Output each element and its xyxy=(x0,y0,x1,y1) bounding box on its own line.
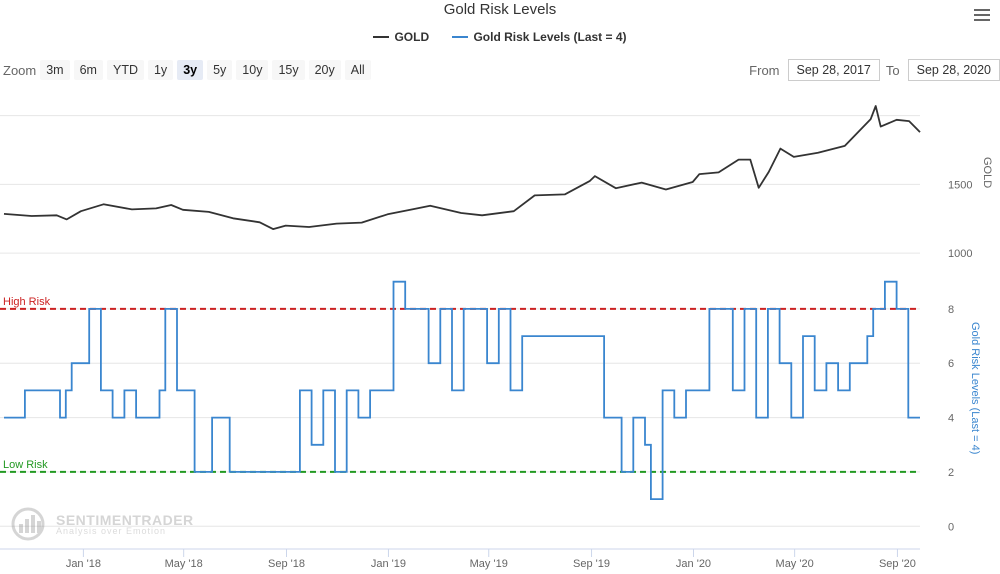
from-label: From xyxy=(749,62,780,78)
sentimentrader-logo-icon xyxy=(11,507,45,541)
zoom-button-5y[interactable]: 5y xyxy=(207,60,233,80)
to-date-input[interactable]: Sep 28, 2020 xyxy=(907,59,1000,81)
from-date-input[interactable]: Sep 28, 2017 xyxy=(787,59,880,81)
legend-swatch-gold xyxy=(373,36,390,38)
date-range: From Sep 28, 2017 To Sep 28, 2020 xyxy=(743,59,1000,81)
zoom-label: Zoom xyxy=(3,62,37,78)
zoom-controls: Zoom 3m 6m YTD 1y 3y 5y 10y 15y 20y All xyxy=(3,60,375,80)
x-tick-label: Jan '18 xyxy=(66,558,101,570)
risk-ytick-label: 6 xyxy=(948,358,954,370)
risk-ytick-label: 2 xyxy=(948,467,954,479)
x-tick-label: May '18 xyxy=(165,558,203,570)
x-tick-label: Sep '19 xyxy=(573,558,610,570)
low-risk-label: Low Risk xyxy=(3,459,48,471)
zoom-button-6m[interactable]: 6m xyxy=(73,60,103,80)
zoom-button-all[interactable]: All xyxy=(344,60,371,80)
zoom-button-1y[interactable]: 1y xyxy=(147,60,174,80)
zoom-button-ytd[interactable]: YTD xyxy=(106,60,144,80)
zoom-button-10y[interactable]: 10y xyxy=(236,60,269,80)
axis-layer: 1000 1500 GOLD 0 2 4 6 8 Gold Risk Levels (Last … xyxy=(0,157,993,570)
risk-level-line xyxy=(4,280,920,500)
zoom-button-15y[interactable]: 15y xyxy=(272,60,305,80)
legend-label-gold: GOLD xyxy=(394,30,430,44)
x-tick-label: Sep '20 xyxy=(879,558,916,570)
watermark-tagline: Analysis over Emotion xyxy=(56,525,167,536)
zoom-button-3m[interactable]: 3m xyxy=(40,60,70,80)
legend: GOLD Gold Risk Levels (Last = 4) xyxy=(0,27,1000,44)
series-layer xyxy=(3,105,921,500)
hamburger-menu-icon[interactable] xyxy=(974,6,990,24)
gridlines xyxy=(0,115,920,527)
watermark: SENTIMENTRADER Analysis over Emotion xyxy=(10,507,194,541)
high-risk-label: High Risk xyxy=(3,296,51,308)
gold-ytick-label: 1000 xyxy=(948,248,972,260)
chart-title: Gold Risk Levels xyxy=(443,1,557,18)
x-tick-label: Sep '18 xyxy=(268,558,305,570)
x-tick-label: Jan '19 xyxy=(371,558,406,570)
gold-axis-title: GOLD xyxy=(981,157,993,188)
legend-swatch-risk xyxy=(452,36,469,38)
legend-item-gold[interactable]: GOLD xyxy=(373,30,429,44)
risk-axis-title: Gold Risk Levels (Last = 4) xyxy=(969,322,981,454)
legend-item-risk[interactable]: Gold Risk Levels (Last = 4) xyxy=(452,30,627,44)
watermark-name: SENTIMENTRADER xyxy=(56,511,194,528)
risk-ytick-label: 8 xyxy=(948,304,954,316)
gold-line xyxy=(3,105,921,230)
x-tick-label: Jan '20 xyxy=(676,558,711,570)
gold-ytick-label: 1500 xyxy=(948,179,972,191)
risk-threshold-lines: High Risk Low Risk xyxy=(0,296,920,473)
legend-label-risk: Gold Risk Levels (Last = 4) xyxy=(473,30,627,44)
x-tick-label: May '19 xyxy=(470,558,508,570)
risk-ytick-label: 4 xyxy=(948,413,954,425)
zoom-button-20y[interactable]: 20y xyxy=(308,60,341,80)
to-label: To xyxy=(885,62,900,78)
x-tick-label: May '20 xyxy=(776,558,814,570)
risk-ytick-label: 0 xyxy=(948,521,954,533)
zoom-button-3y[interactable]: 3y xyxy=(177,60,204,80)
